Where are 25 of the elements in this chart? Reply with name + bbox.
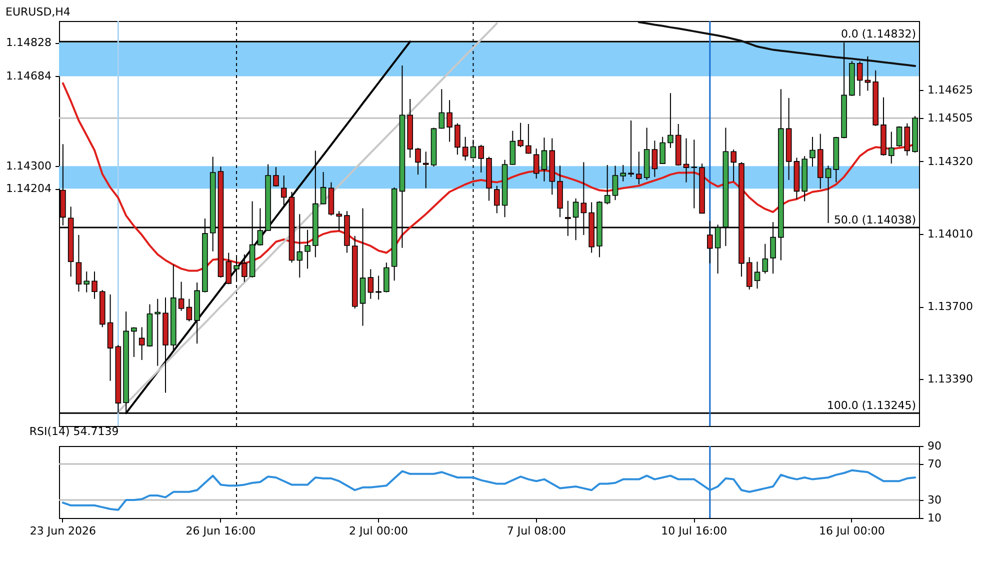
y-tick-label: 1.14010 [928,228,973,241]
y-tick-label: 1.14505 [928,112,973,125]
y2-tick-label: 1.14684 [6,70,52,83]
chart-title: EURUSD,H4 [6,5,70,18]
x-tick-label: 26 Jun 16:00 [186,524,256,538]
chart-title: RSI(14) 54.7139 [29,425,119,438]
y-tick-label: 1.14625 [928,84,973,97]
x-tick-label: 7 Jul 08:00 [506,524,566,538]
y-tick-label: 10 [928,512,942,524]
y-tick-label: 1.14320 [928,154,973,168]
ref-line-label: 100.0 (1.13245) [826,399,916,412]
y2-tick-label: 1.14204 [6,182,52,196]
x-tick-label: 2 Jul 00:00 [349,524,408,538]
y-tick-label: 70 [928,458,942,470]
ref-line-label: 50.0 (1.14038) [834,213,916,226]
y-tick-label: 1.13390 [928,372,973,386]
x-tick-label: 16 Jul 00:00 [818,524,885,538]
y-tick-label: 90 [928,440,942,452]
y2-tick-label: 1.14300 [6,160,52,173]
x-tick-label: 23 Jun 2026 [30,524,96,538]
y-tick-label: 30 [928,494,942,506]
ref-line-label: 0.0 (1.14832) [840,28,916,41]
y2-tick-label: 1.14828 [6,36,52,50]
y-tick-label: 1.13700 [928,300,973,314]
x-tick-label: 10 Jul 16:00 [661,524,728,538]
